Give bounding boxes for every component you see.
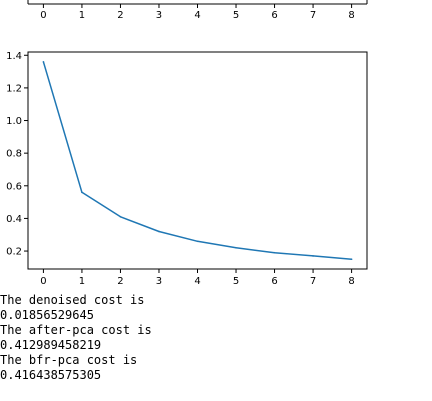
x-tick-label-8: 8 [348,276,354,287]
top-chart-remnant: 0 1 2 3 4 5 6 7 8 [27,0,368,21]
data-point-5 [235,246,237,249]
x-tick-label-7: 7 [310,276,316,287]
top-x-tick-label-5: 5 [233,10,239,21]
data-point-4 [196,240,199,243]
y-tick-label-5: 1.2 [6,83,22,94]
data-point-7 [312,255,314,257]
x-tick-label-2: 2 [117,276,123,287]
x-tick-label-6: 6 [271,276,277,287]
data-point-0 [42,60,45,63]
top-x-tick-label-0: 0 [40,10,46,21]
data-point-2 [119,215,122,218]
output-line-6: 0.416438575305 [0,368,102,382]
top-x-tick-label-3: 3 [156,10,162,21]
top-x-tick-label-7: 7 [310,10,316,21]
plot-frame [27,51,368,270]
console-output: The denoised cost is 0.01856529645 The a… [0,293,152,383]
cost-line-chart: 0 1 2 3 4 5 6 7 8 0.2 0.4 0.6 0.8 1.0 1.2 1.4 [6,51,368,287]
output-line-4: 0.412989458219 [0,338,102,352]
output-line-1: The denoised cost is [0,293,145,307]
output-line-3: The after-pca cost is [0,323,152,337]
y-tick-label-3: 0.8 [6,149,22,160]
data-point-3 [158,230,160,233]
top-x-tick-label-1: 1 [79,10,85,21]
data-point-8 [350,258,353,261]
x-tick-label-3: 3 [156,276,162,287]
output-line-2: 0.01856529645 [0,308,94,322]
y-tick-label-2: 0.6 [6,181,22,192]
top-x-tick-label-4: 4 [194,10,200,21]
cost-series-line [42,61,352,260]
x-tick-label-4: 4 [194,276,200,287]
y-tick-label-0: 0.2 [6,247,22,258]
output-line-5: The bfr-pca cost is [0,353,138,367]
top-x-tick-label-6: 6 [271,10,277,21]
data-point-1 [81,191,83,194]
y-tick-label-4: 1.0 [6,116,22,127]
y-tick-label-6: 1.4 [6,51,22,62]
y-tick-label-1: 0.4 [6,214,22,225]
data-point-6 [273,251,276,254]
top-x-tick-label-2: 2 [117,10,123,21]
top-x-tick-label-8: 8 [348,10,354,21]
x-tick-label-1: 1 [79,276,85,287]
x-tick-label-5: 5 [233,276,239,287]
x-tick-label-0: 0 [40,276,46,287]
